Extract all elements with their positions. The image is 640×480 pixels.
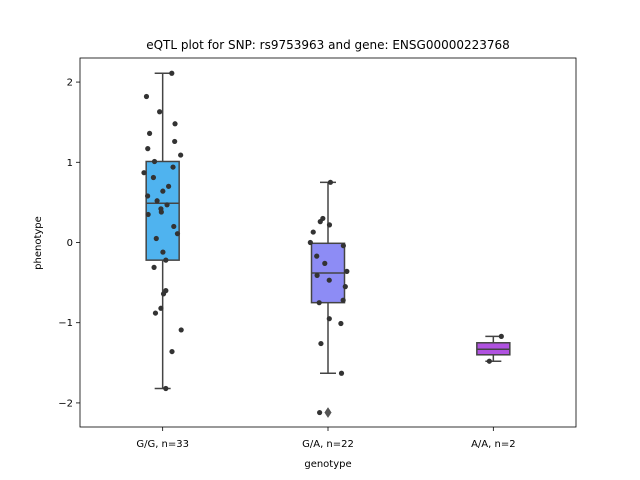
x-tick-label: G/A, n=22 bbox=[302, 439, 354, 450]
data-point bbox=[164, 202, 170, 208]
data-point bbox=[326, 277, 332, 283]
y-axis-label: phenotype bbox=[33, 216, 44, 270]
chart-title: eQTL plot for SNP: rs9753963 and gene: E… bbox=[146, 38, 510, 52]
data-point bbox=[158, 305, 164, 311]
y-tick-label: 2 bbox=[67, 78, 73, 89]
data-point bbox=[141, 170, 147, 176]
y-tick-label: −2 bbox=[58, 398, 73, 409]
data-point bbox=[160, 249, 166, 255]
box-group bbox=[476, 335, 511, 362]
data-point bbox=[169, 348, 175, 355]
data-point bbox=[172, 121, 178, 127]
data-point bbox=[154, 198, 160, 204]
data-point bbox=[171, 223, 177, 230]
data-point bbox=[151, 264, 157, 270]
data-point bbox=[163, 385, 169, 392]
data-point bbox=[317, 219, 323, 225]
data-point bbox=[169, 70, 175, 76]
data-point bbox=[338, 320, 344, 327]
data-point bbox=[342, 284, 348, 290]
outlier-marker bbox=[324, 407, 332, 419]
x-axis-label: genotype bbox=[304, 459, 351, 470]
data-point bbox=[160, 291, 167, 297]
data-point bbox=[143, 93, 150, 100]
data-point bbox=[150, 174, 157, 181]
data-point bbox=[145, 211, 151, 218]
y-tick-label: 0 bbox=[67, 238, 73, 249]
data-point bbox=[307, 239, 313, 246]
data-point bbox=[344, 268, 350, 274]
x-axis: G/G, n=33 G/A, n=22 A/A, n=2 bbox=[136, 427, 516, 450]
data-point bbox=[163, 257, 169, 263]
y-tick-label: −1 bbox=[58, 318, 73, 329]
data-point bbox=[326, 222, 333, 228]
data-point bbox=[310, 229, 316, 235]
data-point bbox=[158, 209, 164, 215]
data-point bbox=[153, 235, 159, 242]
data-point bbox=[314, 253, 320, 259]
data-point bbox=[486, 358, 492, 364]
data-point bbox=[160, 188, 166, 194]
data-point bbox=[316, 300, 322, 306]
y-axis: −2 −1 0 1 2 bbox=[58, 78, 80, 409]
data-point bbox=[326, 316, 332, 322]
data-point bbox=[170, 164, 176, 170]
data-point bbox=[145, 193, 151, 199]
data-point bbox=[146, 130, 153, 137]
data-point bbox=[152, 310, 159, 316]
data-point bbox=[317, 409, 323, 416]
data-point bbox=[322, 260, 328, 266]
data-point bbox=[338, 370, 345, 376]
data-point bbox=[340, 297, 346, 303]
boxes-layer bbox=[145, 72, 511, 419]
data-point bbox=[165, 183, 172, 189]
data-point bbox=[145, 146, 151, 152]
y-tick-label: 1 bbox=[67, 158, 73, 169]
data-point bbox=[340, 243, 346, 249]
data-point bbox=[178, 152, 184, 158]
points-layer bbox=[141, 70, 504, 416]
data-point bbox=[318, 340, 324, 347]
data-point bbox=[314, 272, 320, 278]
data-point bbox=[151, 158, 158, 165]
x-tick-label: G/G, n=33 bbox=[136, 439, 189, 450]
data-point bbox=[178, 327, 184, 333]
data-point bbox=[172, 138, 178, 145]
box-group bbox=[310, 181, 346, 419]
data-point bbox=[157, 109, 163, 115]
x-tick-label: A/A, n=2 bbox=[471, 439, 516, 450]
data-point bbox=[174, 231, 181, 237]
data-point bbox=[498, 333, 504, 339]
data-point bbox=[327, 179, 334, 185]
